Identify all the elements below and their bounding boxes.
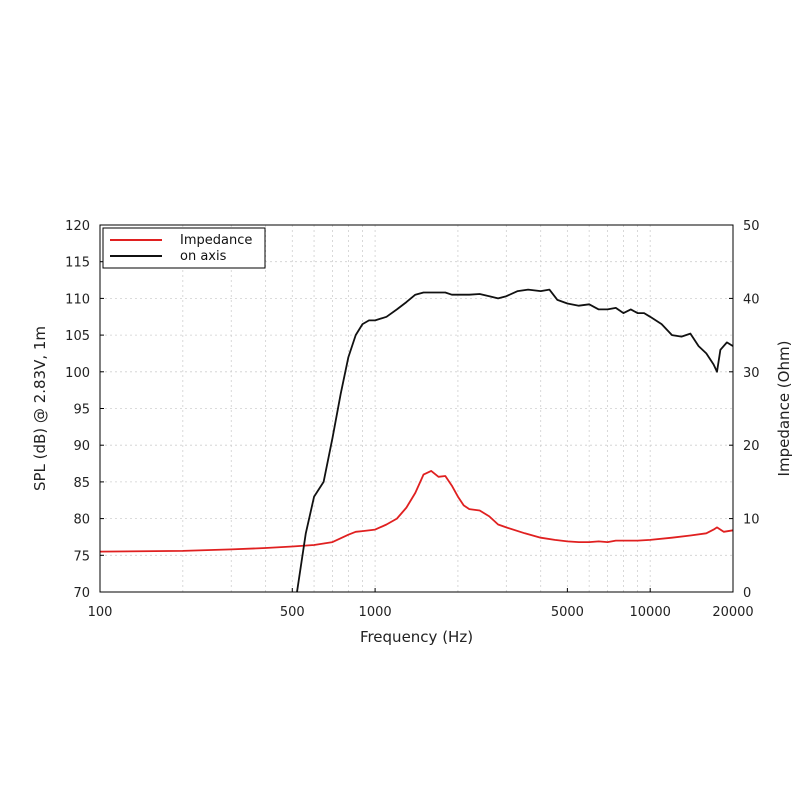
y-right-tick-label: 20 bbox=[743, 439, 760, 454]
legend-label-impedance: Impedance bbox=[180, 233, 252, 248]
x-tick-label: 20000 bbox=[712, 605, 753, 620]
y-left-tick-label: 90 bbox=[73, 439, 90, 454]
x-tick-label: 1000 bbox=[359, 605, 392, 620]
y-right-tick-label: 40 bbox=[743, 292, 760, 307]
y-axis-right-title: Impedance (Ohm) bbox=[775, 341, 793, 477]
y-left-tick-label: 70 bbox=[73, 586, 90, 601]
y-left-tick-label: 110 bbox=[65, 292, 90, 307]
grid bbox=[100, 225, 733, 592]
legend-label-on-axis: on axis bbox=[180, 249, 227, 264]
x-tick-label: 100 bbox=[88, 605, 113, 620]
x-tick-label: 5000 bbox=[551, 605, 584, 620]
tick-labels: 100 500 1000 5000 10000 200007075808590951001… bbox=[65, 219, 759, 620]
y-left-tick-label: 95 bbox=[73, 403, 90, 418]
y-left-tick-label: 105 bbox=[65, 329, 90, 344]
y-right-tick-label: 10 bbox=[743, 513, 760, 528]
x-tick-label: 500 bbox=[280, 605, 305, 620]
y-axis-left-title: SPL (dB) @ 2.83V, 1m bbox=[31, 326, 49, 491]
x-axis-title: Frequency (Hz) bbox=[360, 628, 473, 646]
y-left-tick-label: 75 bbox=[73, 549, 90, 564]
y-left-tick-label: 120 bbox=[65, 219, 90, 234]
y-right-tick-label: 30 bbox=[743, 366, 760, 381]
series-layer bbox=[99, 288, 734, 593]
y-left-tick-label: 85 bbox=[73, 476, 90, 491]
series-line-impedance bbox=[99, 469, 734, 553]
legend-box bbox=[102, 227, 266, 269]
y-left-tick-label: 100 bbox=[65, 366, 90, 381]
y-right-tick-label: 50 bbox=[743, 219, 760, 234]
legend: Impedance on axis bbox=[102, 227, 266, 269]
y-left-tick-label: 115 bbox=[65, 256, 90, 271]
y-left-tick-label: 80 bbox=[73, 513, 90, 528]
series-line-on-axis bbox=[296, 288, 734, 593]
y-right-tick-label: 0 bbox=[743, 586, 751, 601]
x-tick-label: 10000 bbox=[630, 605, 671, 620]
